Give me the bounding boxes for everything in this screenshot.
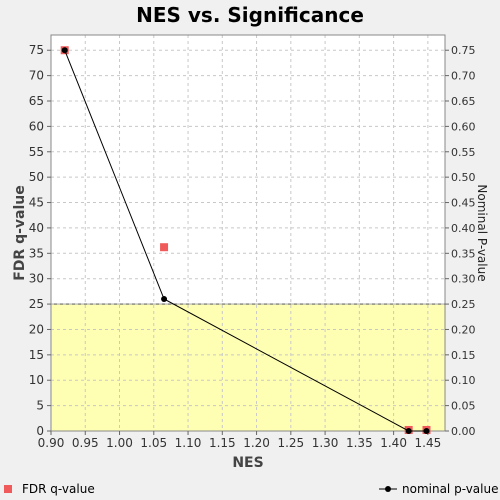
y-axis-right-label: Nominal P-value	[475, 184, 489, 281]
highlight-band-layer	[51, 303, 445, 431]
y-left-tick-label: 5	[36, 399, 44, 413]
x-tick-label: 1.25	[277, 436, 304, 450]
y-left-tick-label: 15	[29, 348, 44, 362]
y-right-tick-label: 0.40	[451, 222, 476, 235]
y-left-tick-label: 0	[36, 424, 44, 438]
legend-marker-nominal	[385, 486, 391, 492]
y-left-tick-label: 75	[29, 43, 44, 57]
y-axis-right: 0.00 0.05 0.10 0.15 0.20 0.25 0.30 0.35 0.40 0.45…	[445, 44, 476, 438]
x-tick-label: 1.40	[380, 436, 407, 450]
y-left-tick-label: 40	[29, 221, 44, 235]
nominal-p-value-point	[61, 47, 68, 54]
y-left-tick-label: 20	[29, 322, 44, 336]
y-left-tick-label: 10	[29, 373, 44, 387]
y-left-tick-label: 70	[29, 69, 44, 83]
y-left-tick-label: 50	[29, 170, 44, 184]
legend-label-fdr: FDR q-value	[22, 482, 95, 496]
y-right-tick-label: 0.00	[451, 425, 476, 438]
plot-border	[50, 34, 446, 432]
y-right-tick-label: 0.05	[451, 400, 476, 413]
x-tick-label: 1.30	[312, 436, 339, 450]
y-right-tick-label: 0.15	[451, 349, 476, 362]
x-tick-label: 1.10	[175, 436, 202, 450]
x-tick-label: 0.90	[38, 436, 65, 450]
legend: FDR q-value nominal p-value	[4, 482, 498, 496]
y-right-tick-label: 0.70	[451, 70, 476, 83]
x-tick-label: 1.15	[209, 436, 236, 450]
y-right-tick-label: 0.60	[451, 120, 476, 133]
series-layer	[60, 46, 431, 434]
y-right-tick-label: 0.20	[451, 323, 476, 336]
y-right-tick-label: 0.50	[451, 171, 476, 184]
nominal-p-value-line	[64, 50, 427, 432]
y-axis-left-label: FDR q-value	[12, 185, 28, 281]
highlight-band	[51, 304, 445, 431]
y-left-tick-label: 65	[29, 94, 44, 108]
nominal-p-value-point	[423, 428, 430, 434]
fdr-q-value-point	[160, 243, 169, 252]
x-tick-label: 1.00	[106, 436, 133, 450]
legend-marker-fdr	[4, 485, 12, 493]
y-right-tick-label: 0.25	[451, 298, 476, 311]
chart-title: NES vs. Significance	[136, 3, 364, 27]
y-axis-left: 0 5 10 15 20 25 30 35 40 45 50 55 60 65 70 75	[29, 43, 51, 438]
y-left-tick-label: 25	[29, 297, 44, 311]
y-right-tick-label: 0.30	[451, 273, 476, 286]
y-left-tick-label: 30	[29, 272, 44, 286]
y-right-tick-label: 0.45	[451, 197, 476, 210]
y-right-tick-label: 0.10	[451, 374, 476, 387]
x-axis: 0.90 0.95 1.00 1.05 1.10 1.15 1.20 1.25 1.30 1.35…	[38, 431, 442, 450]
nominal-p-value-point	[161, 296, 168, 302]
x-tick-label: 0.95	[72, 436, 99, 450]
y-right-tick-label: 0.65	[451, 95, 476, 108]
y-left-tick-label: 55	[29, 145, 44, 159]
y-right-tick-label: 0.75	[451, 44, 476, 57]
y-right-tick-label: 0.35	[451, 247, 476, 260]
x-tick-label: 1.35	[346, 436, 373, 450]
y-left-tick-label: 45	[29, 196, 44, 210]
y-left-tick-label: 60	[29, 119, 44, 133]
x-axis-label: NES	[232, 455, 263, 471]
y-right-tick-label: 0.55	[451, 146, 476, 159]
y-left-tick-label: 35	[29, 246, 44, 260]
x-tick-label: 1.05	[140, 436, 167, 450]
x-tick-label: 1.20	[243, 436, 270, 450]
nominal-p-value-point	[405, 428, 412, 434]
legend-label-nominal: nominal p-value	[402, 482, 498, 496]
x-tick-label: 1.45	[415, 436, 442, 450]
